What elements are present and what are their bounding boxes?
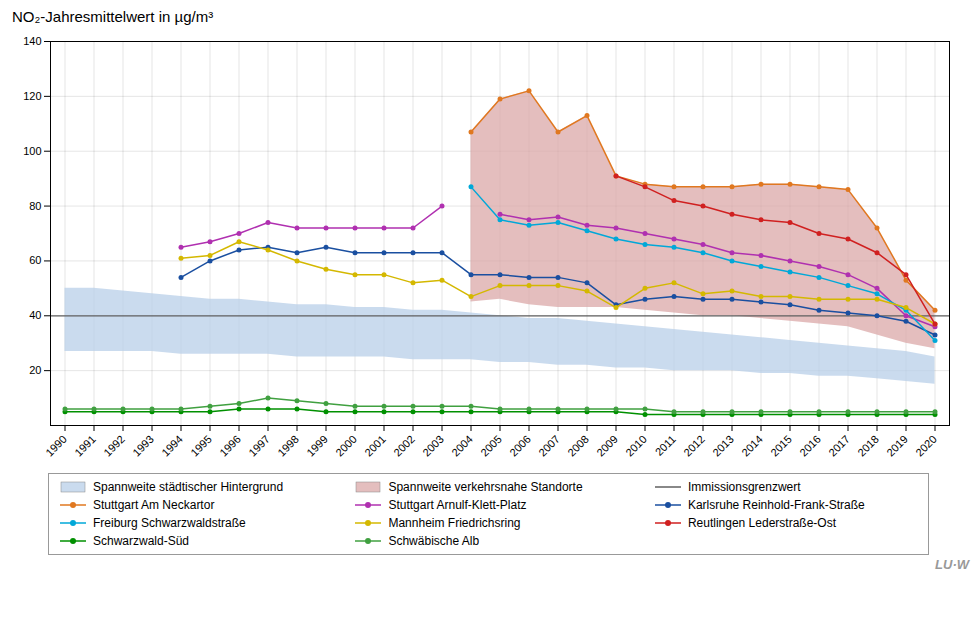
html-text:Stuttgart Arnulf-Klett-Platz: Stuttgart Arnulf-Klett-Platz (388, 498, 527, 512)
svg-text:1992: 1992 (101, 433, 127, 459)
svg-text:2017: 2017 (826, 433, 852, 459)
svg-text:1997: 1997 (246, 433, 272, 459)
html-text:Freiburg Schwarzwaldstraße: Freiburg Schwarzwaldstraße (93, 516, 246, 530)
svg-text:2020: 2020 (913, 433, 939, 459)
svg-text:1999: 1999 (304, 433, 330, 459)
svg-text:1994: 1994 (159, 433, 185, 459)
svg-text:2009: 2009 (594, 433, 620, 459)
html-text:Schwäbische Alb: Schwäbische Alb (388, 534, 480, 548)
svg-text:2013: 2013 (710, 433, 736, 459)
html-text:Immissionsgrenzwert: Immissionsgrenzwert (687, 480, 801, 494)
svg-text:2019: 2019 (884, 433, 910, 459)
svg-text:40: 40 (29, 309, 41, 321)
svg-text:2010: 2010 (623, 433, 649, 459)
html-text:Karlsruhe Reinhold-Frank-Straß: Karlsruhe Reinhold-Frank-Straße (687, 498, 865, 512)
svg-text:2011: 2011 (653, 433, 678, 458)
svg-text:2015: 2015 (768, 433, 794, 459)
svg-text:2018: 2018 (855, 433, 881, 459)
svg-text:1998: 1998 (275, 433, 301, 459)
svg-text:1996: 1996 (217, 433, 243, 459)
svg-text:1993: 1993 (130, 433, 156, 459)
svg-text:120: 120 (23, 90, 41, 102)
svg-text:2003: 2003 (420, 433, 446, 459)
html-text:Spannweite verkehrsnahe Stando: Spannweite verkehrsnahe Standorte (388, 480, 583, 494)
svg-text:140: 140 (23, 35, 41, 47)
svg-text:2014: 2014 (739, 433, 765, 459)
html-text:Reutlingen Lederstraße-Ost: Reutlingen Lederstraße-Ost (687, 516, 836, 530)
svg-text:2008: 2008 (565, 433, 591, 459)
html-text:Stuttgart Am Neckartor: Stuttgart Am Neckartor (93, 498, 215, 512)
html-text:LU·W: LU·W (935, 557, 969, 572)
svg-text:2007: 2007 (536, 433, 562, 459)
html-text:NO₂-Jahresmittelwert in µg/m³: NO₂-Jahresmittelwert in µg/m³ (12, 8, 214, 25)
svg-text:2001: 2001 (362, 433, 388, 459)
svg-text:100: 100 (23, 145, 41, 157)
svg-text:2012: 2012 (681, 433, 707, 459)
html-text:Mannheim Friedrichsring: Mannheim Friedrichsring (388, 516, 521, 530)
svg-text:2002: 2002 (391, 433, 417, 459)
svg-text:2000: 2000 (333, 433, 359, 459)
svg-text:2016: 2016 (797, 433, 823, 459)
svg-text:1991: 1991 (72, 433, 98, 459)
svg-text:60: 60 (29, 254, 41, 266)
svg-text:20: 20 (29, 364, 41, 376)
svg-text:2005: 2005 (478, 433, 504, 459)
html-text:Spannweite städtischer Hinterg: Spannweite städtischer Hintergrund (93, 480, 284, 494)
svg-text:1990: 1990 (43, 433, 69, 459)
svg-text:2004: 2004 (449, 433, 475, 459)
svg-text:2006: 2006 (507, 433, 533, 459)
svg-text:80: 80 (29, 200, 41, 212)
svg-text:1995: 1995 (188, 433, 214, 459)
html-text:Schwarzwald-Süd: Schwarzwald-Süd (93, 534, 189, 548)
